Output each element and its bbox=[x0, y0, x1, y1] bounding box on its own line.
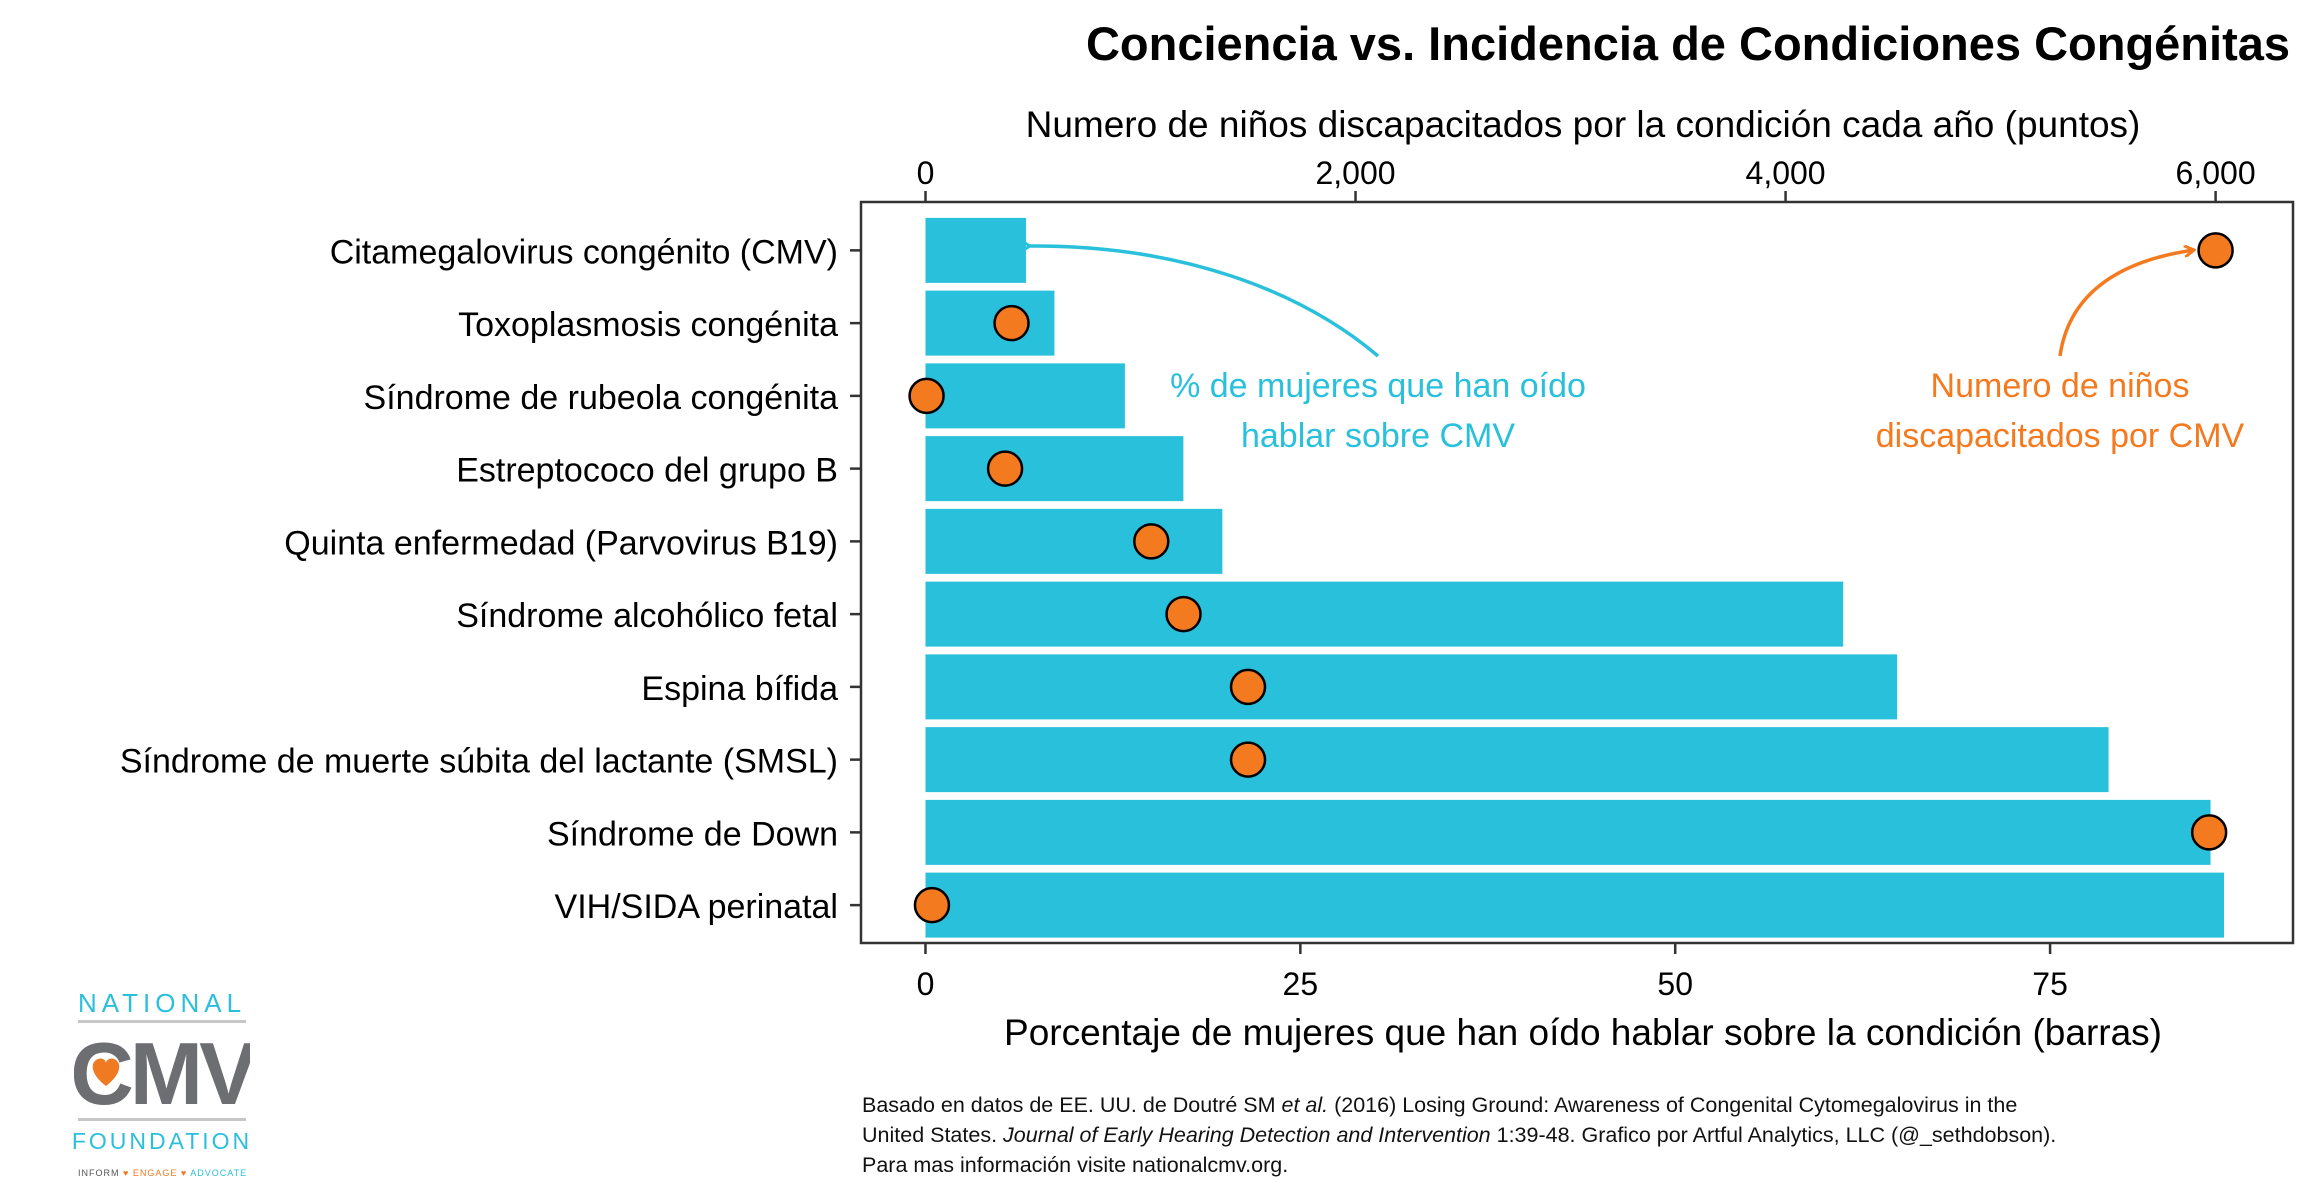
bar-3 bbox=[925, 436, 1184, 502]
bars-layer bbox=[925, 217, 2225, 938]
bottom-tick-label-0: 0 bbox=[917, 966, 935, 1002]
top-tick-label-0: 0 bbox=[917, 155, 935, 191]
point-0 bbox=[2197, 232, 2234, 269]
category-label-4: Quinta enfermedad (Parvovirus B19) bbox=[284, 524, 838, 562]
point-9 bbox=[913, 886, 951, 924]
point-2 bbox=[908, 377, 945, 415]
point-4 bbox=[1133, 523, 1170, 560]
bottom-tick-label-1: 25 bbox=[1283, 966, 1319, 1002]
heart-icon: ♥ bbox=[123, 1168, 130, 1178]
logo-foundation-text: FOUNDATION bbox=[71, 1128, 253, 1154]
bar-0 bbox=[925, 217, 1026, 283]
point-5 bbox=[1165, 595, 1202, 633]
category-label-9: VIH/SIDA perinatal bbox=[555, 888, 838, 926]
bar-7 bbox=[925, 727, 2109, 793]
point-3 bbox=[986, 450, 1024, 487]
point-8 bbox=[2190, 814, 2228, 851]
category-label-5: Síndrome alcohólico fetal bbox=[456, 597, 838, 635]
count-annotation-line2: discapacitados por CMV bbox=[1876, 417, 2245, 455]
category-labels: Citamegalovirus congénito (CMV) Toxoplasm… bbox=[120, 233, 861, 926]
top-tick-label-1: 2,000 bbox=[1315, 155, 1395, 191]
bar-8 bbox=[925, 799, 2211, 865]
point-7 bbox=[1229, 741, 1267, 778]
count-annotation-line1: Numero de niños bbox=[1931, 367, 2190, 405]
logo-national-text: NATIONAL bbox=[77, 988, 247, 1018]
logo-cmv-mark: CMV bbox=[74, 1028, 250, 1112]
heart-icon bbox=[92, 1058, 120, 1086]
category-label-1: Toxoplasmosis congénita bbox=[458, 306, 838, 344]
point-1 bbox=[993, 304, 1030, 342]
category-label-0: Citamegalovirus congénito (CMV) bbox=[330, 233, 838, 271]
category-label-3: Estreptococo del grupo B bbox=[456, 452, 838, 490]
heart-icon: ♥ bbox=[180, 1168, 188, 1178]
bar-9 bbox=[925, 872, 2225, 938]
top-axis-label: Numero de niños discapacitados por la co… bbox=[1026, 104, 2141, 145]
logo-tagline: INFORM ♥ ENGAGE ♥ ADVOCATE bbox=[78, 1168, 248, 1178]
logo-divider-bottom bbox=[78, 1118, 246, 1121]
national-cmv-foundation-logo: NATIONAL CMV FOUNDATION INFORM ♥ ENGAGE … bbox=[62, 980, 282, 1190]
count-arrow bbox=[2058, 250, 2194, 357]
bar-5 bbox=[925, 581, 1844, 647]
chart-title: Conciencia vs. Incidencia de Condiciones… bbox=[1086, 17, 2290, 70]
bar-1 bbox=[925, 290, 1055, 356]
category-label-6: Espina bífida bbox=[641, 670, 838, 708]
caption-line-3: Para mas información visite nationalcmv.… bbox=[862, 1153, 1289, 1177]
awareness-arrow bbox=[1030, 246, 1380, 358]
points-layer bbox=[908, 232, 2234, 924]
awareness-annotation-line1: % de mujeres que han oído bbox=[1170, 367, 1586, 405]
category-label-2: Síndrome de rubeola congénita bbox=[364, 379, 839, 417]
bar-2 bbox=[925, 363, 1125, 429]
source-caption: Basado en datos de EE. UU. de Doutré SM … bbox=[862, 1090, 2282, 1180]
awareness-annotation-line2: hablar sobre CMV bbox=[1241, 417, 1515, 455]
top-tick-label-2: 4,000 bbox=[1746, 155, 1826, 191]
bottom-axis-label: Porcentaje de mujeres que han oído habla… bbox=[1004, 1012, 2162, 1053]
caption-line-1: Basado en datos de EE. UU. de Doutré SM … bbox=[862, 1093, 2018, 1117]
top-axis: 0 2,000 4,000 6,000 bbox=[917, 155, 2256, 202]
category-label-8: Síndrome de Down bbox=[547, 815, 838, 853]
top-tick-label-3: 6,000 bbox=[2176, 155, 2256, 191]
bar-4 bbox=[925, 508, 1223, 574]
point-6 bbox=[1229, 668, 1267, 706]
caption-line-2: United States. Journal of Early Hearing … bbox=[862, 1123, 2057, 1147]
logo-divider-top bbox=[78, 1020, 246, 1023]
bottom-tick-label-3: 75 bbox=[2032, 966, 2068, 1002]
category-label-7: Síndrome de muerte súbita del lactante (… bbox=[120, 743, 838, 781]
plot-panel-border bbox=[859, 200, 2295, 945]
bottom-axis: 0 25 50 75 bbox=[917, 943, 2068, 1002]
bottom-tick-label-2: 50 bbox=[1657, 966, 1693, 1002]
bar-6 bbox=[925, 654, 1898, 720]
